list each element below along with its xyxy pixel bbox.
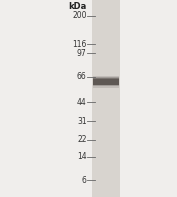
- Text: kDa: kDa: [68, 2, 87, 11]
- Bar: [93, 78, 119, 85]
- Text: 116: 116: [72, 40, 87, 49]
- Bar: [93, 79, 119, 85]
- Bar: [92, 0, 120, 197]
- Text: 31: 31: [77, 117, 87, 126]
- Text: 44: 44: [77, 98, 87, 107]
- Bar: [93, 77, 119, 86]
- Bar: [93, 76, 119, 88]
- Text: 22: 22: [77, 135, 87, 144]
- Text: 97: 97: [77, 49, 87, 58]
- Text: 6: 6: [82, 176, 87, 185]
- Text: 200: 200: [72, 11, 87, 20]
- Text: 66: 66: [77, 72, 87, 81]
- Text: 14: 14: [77, 152, 87, 161]
